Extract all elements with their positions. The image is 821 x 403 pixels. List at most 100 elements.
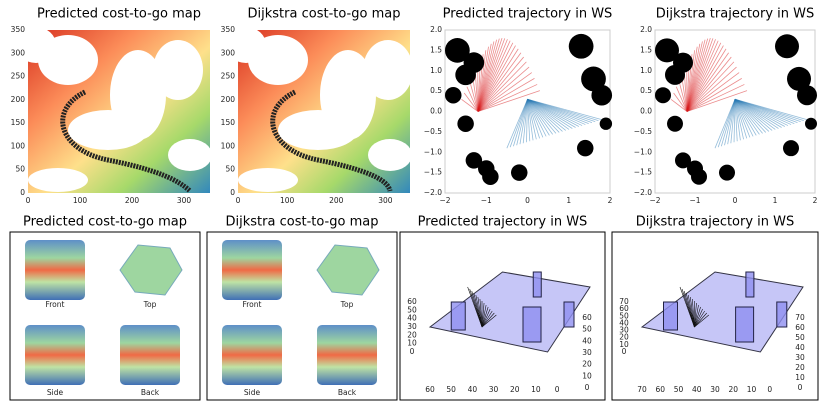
arm-link [694,314,710,328]
x-tick-label: 0 [733,196,738,205]
y-tick-label: −1.5 [424,168,442,177]
panel-frame [611,231,819,401]
view-label: Side [47,388,64,397]
z-tick-label: 40 [407,314,417,323]
red-link [673,92,688,112]
volume-view [316,244,380,296]
x-tick-label: 30 [710,385,720,394]
blue-link [519,99,528,145]
blue-link [734,98,779,129]
z-tick-label: 50 [407,305,417,314]
z-tick-label: 60 [407,297,417,306]
y-tick-label: 60 [795,323,805,332]
red-link [686,66,737,112]
panel-title: Dijkstra trajectory in WS [636,215,795,230]
blue-link [506,99,528,149]
x-tick-label: 0 [767,385,772,394]
blue-link [734,98,776,130]
blue-link [522,99,528,144]
x-tick-label: 10 [747,385,757,394]
blue-link [734,98,808,121]
obstacle-box [745,271,755,298]
view-label: Front [46,300,65,309]
y-tick-label: 10 [582,371,592,380]
z-tick-label: 30 [407,322,417,331]
arm-link [689,296,695,328]
obstacle [465,152,483,169]
x-tick-label: 100 [280,196,295,205]
obstacle [445,86,462,104]
z-tick-label: 20 [619,333,629,342]
y-tick-label: 200 [221,95,236,104]
path-trace [60,89,192,193]
y-tick-label: −0.5 [424,127,442,136]
z-tick-label: 20 [407,330,417,339]
blue-link [734,98,770,132]
blue-link [513,99,528,147]
y-tick-label: 200 [11,95,26,104]
y-tick-label: 300 [221,48,236,57]
y-tick-label: 0 [230,188,235,197]
view-label: Back [141,388,160,397]
x-tick-label: 0 [236,196,241,205]
blue-link [527,98,602,121]
red-link [686,42,722,112]
y-tick-label: 30 [582,348,592,357]
obstacle [278,110,358,150]
z-tick-label: 10 [407,339,417,348]
z-tick-label: 10 [619,340,629,349]
blue-link [527,98,567,131]
y-tick-label: 0 [585,383,590,392]
red-link [477,56,524,112]
obstacle [455,64,476,86]
red-link [686,72,740,112]
x-tick-label: 300 [378,196,393,205]
x-tick-label: 60 [655,385,665,394]
red-link [477,66,530,112]
red-link [686,61,735,112]
red-link [477,78,535,112]
view-label: Front [243,300,262,309]
blue-link [527,99,537,140]
volume-view [25,325,85,385]
x-tick-label: −2 [439,196,450,205]
y-tick-label: 0.0 [430,107,442,116]
obstacle [226,27,266,63]
x-tick-label: 10 [531,385,541,394]
obstacle-box [450,301,466,331]
red-link [461,98,479,112]
obstacle [511,164,528,181]
y-tick-label: 250 [11,72,26,81]
obstacle-box [532,271,542,298]
blue-link [734,99,767,133]
y-tick-label: −1.0 [424,147,442,156]
arm-link [694,310,705,328]
view-label: Back [338,388,357,397]
blue-link [527,99,550,136]
z-tick-label: 70 [619,297,629,306]
blue-link [727,99,736,145]
blue-link [527,98,570,130]
y-tick-label: 1.0 [430,66,442,75]
arm-link [481,308,491,328]
y-tick-label: 50 [795,333,805,342]
volume-view [317,325,377,385]
x-tick-label: 40 [692,385,702,394]
y-tick-label: 0.0 [640,107,652,116]
red-link [686,90,748,112]
obstacle [445,38,470,63]
blue-link [527,99,557,134]
red-link [686,40,719,112]
red-link [477,42,514,112]
red-link [466,86,479,112]
z-tick-label: 0 [622,347,627,356]
obstacle [153,40,203,100]
x-tick-label: 60 [425,385,435,394]
path-trace [270,89,393,192]
y-tick-label: 10 [795,373,805,382]
blue-link [720,99,736,147]
blue-link [509,99,528,148]
view-label: Side [244,388,261,397]
red-link [686,56,732,112]
